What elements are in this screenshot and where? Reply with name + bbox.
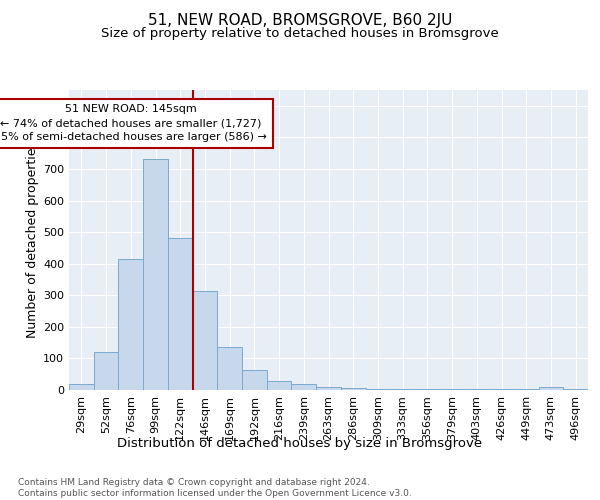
Bar <box>168 238 193 390</box>
Bar <box>316 387 341 390</box>
Bar <box>267 381 292 390</box>
Text: 51 NEW ROAD: 145sqm
← 74% of detached houses are smaller (1,727)
25% of semi-det: 51 NEW ROAD: 145sqm ← 74% of detached ho… <box>0 104 267 142</box>
Y-axis label: Number of detached properties: Number of detached properties <box>26 142 39 338</box>
Bar <box>118 259 143 390</box>
Text: Distribution of detached houses by size in Bromsgrove: Distribution of detached houses by size … <box>118 438 482 450</box>
Bar <box>489 389 514 390</box>
Bar <box>143 160 168 390</box>
Bar <box>69 384 94 390</box>
Bar <box>193 290 217 390</box>
Bar <box>539 387 563 390</box>
Bar <box>514 389 539 390</box>
Bar <box>464 389 489 390</box>
Bar <box>341 388 365 390</box>
Text: 51, NEW ROAD, BROMSGROVE, B60 2JU: 51, NEW ROAD, BROMSGROVE, B60 2JU <box>148 12 452 28</box>
Text: Contains HM Land Registry data © Crown copyright and database right 2024.
Contai: Contains HM Land Registry data © Crown c… <box>18 478 412 498</box>
Text: Size of property relative to detached houses in Bromsgrove: Size of property relative to detached ho… <box>101 28 499 40</box>
Bar <box>217 348 242 390</box>
Bar <box>563 389 588 390</box>
Bar <box>242 370 267 390</box>
Bar <box>292 384 316 390</box>
Bar <box>365 389 390 390</box>
Bar <box>390 389 415 390</box>
Bar <box>94 352 118 390</box>
Bar <box>415 389 440 390</box>
Bar <box>440 389 464 390</box>
